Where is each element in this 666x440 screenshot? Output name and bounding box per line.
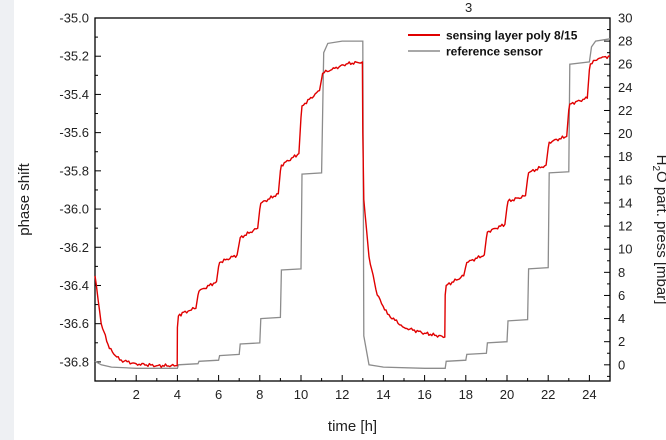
legend: sensing layer poly 8/15 reference sensor — [408, 29, 578, 59]
y-right-tick-label: 0 — [618, 357, 625, 372]
y-left-tick-label: -35.0 — [59, 11, 89, 26]
x-tick-label: 10 — [294, 387, 308, 402]
y-right-title-sub: 2 — [650, 165, 661, 171]
legend-label-sensing-layer: sensing layer poly 8/15 — [446, 29, 578, 43]
x-axis-title: time [h] — [328, 418, 377, 435]
x-tick-label: 4 — [174, 387, 181, 402]
x-tick-label: 16 — [417, 387, 431, 402]
x-tick-label: 2 — [133, 387, 140, 402]
y-right-tick-label: 20 — [618, 126, 632, 141]
y-left-tick-label: -36.2 — [59, 240, 89, 255]
corner-mark: 3 — [465, 0, 472, 15]
y-left-tick-label: -36.0 — [59, 202, 89, 217]
y-left-tick-label: -35.2 — [59, 49, 89, 64]
y-right-tick-label: 22 — [618, 103, 632, 118]
y-right-tick-label: 14 — [618, 195, 632, 210]
x-tick-label: 8 — [256, 387, 263, 402]
legend-label-reference-sensor: reference sensor — [446, 45, 543, 59]
y-right-tick-label: 4 — [618, 311, 625, 326]
y-right-tick-label: 8 — [618, 265, 625, 280]
y-left-tick-label: -35.4 — [59, 87, 89, 102]
x-axis-ticks: 2 4 6 8 10 12 14 16 18 20 22 24 — [115, 375, 597, 402]
x-tick-label: 24 — [582, 387, 596, 402]
x-tick-label: 6 — [215, 387, 222, 402]
y-right-axis-title: H2O part. press [mbar] — [650, 155, 666, 305]
x-tick-label: 18 — [459, 387, 473, 402]
y-right-tick-label: 28 — [618, 34, 632, 49]
series-group — [94, 38, 611, 369]
plot-frame — [94, 17, 611, 382]
y-left-axis-title: phase shift — [16, 162, 33, 235]
y-right-tick-label: 26 — [618, 57, 632, 72]
y-right-tick-label: 12 — [618, 219, 632, 234]
y-right-title-rest: O part. press [mbar] — [653, 171, 666, 304]
y-left-tick-label: -36.8 — [59, 354, 89, 369]
x-tick-label: 22 — [541, 387, 555, 402]
y-right-tick-label: 2 — [618, 334, 625, 349]
left-strip — [0, 0, 14, 440]
y-left-tick-label: -35.8 — [59, 163, 89, 178]
x-tick-label: 14 — [376, 387, 390, 402]
y-left-tick-label: -36.6 — [59, 316, 89, 331]
y-right-tick-label: 6 — [618, 288, 625, 303]
x-tick-label: 12 — [335, 387, 349, 402]
y-right-tick-label: 30 — [618, 11, 632, 26]
x-tick-label: 20 — [500, 387, 514, 402]
series-line-sensing-layer — [94, 55, 611, 368]
y-right-title-h: H — [653, 155, 666, 166]
y-left-tick-label: -35.6 — [59, 125, 89, 140]
y-right-tick-label: 18 — [618, 149, 632, 164]
y-right-tick-label: 16 — [618, 172, 632, 187]
y-right-tick-label: 24 — [618, 80, 632, 95]
series-line-reference-sensor — [94, 38, 611, 369]
y-left-axis-ticks: -35.0 -35.2 -35.4 -35.6 -35.8 -36.0 -36.2 -36.4… — [59, 11, 101, 382]
y-left-tick-label: -36.4 — [59, 278, 89, 293]
y-right-tick-label: 10 — [618, 242, 632, 257]
